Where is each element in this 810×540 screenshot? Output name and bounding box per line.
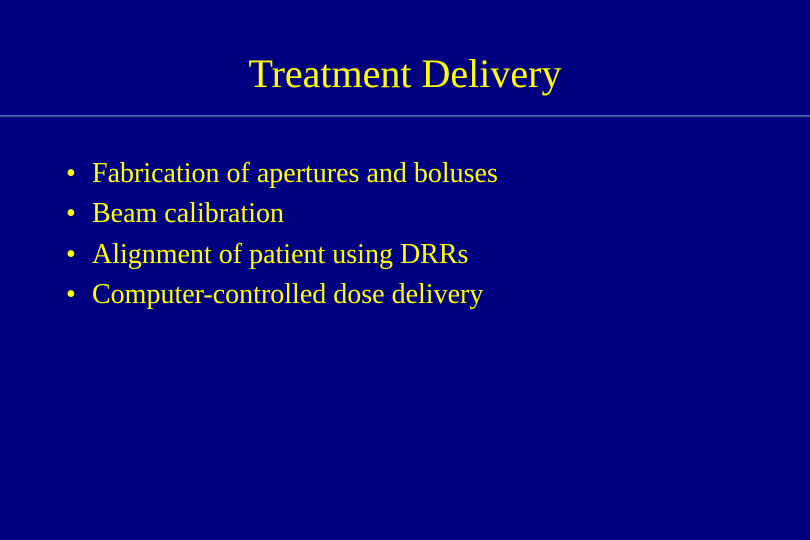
list-item: • Computer-controlled dose delivery [56,277,810,313]
bullet-text: Computer-controlled dose delivery [92,277,483,313]
slide-title: Treatment Delivery [0,50,810,97]
bullet-text: Fabrication of apertures and boluses [92,156,498,192]
bullet-icon: • [56,239,92,271]
bullet-list: • Fabrication of apertures and boluses •… [0,156,810,314]
list-item: • Beam calibration [56,196,810,232]
bullet-icon: • [56,279,92,311]
title-divider [0,115,810,118]
bullet-text: Alignment of patient using DRRs [92,237,468,273]
list-item: • Fabrication of apertures and boluses [56,156,810,192]
list-item: • Alignment of patient using DRRs [56,237,810,273]
slide-container: Treatment Delivery • Fabrication of aper… [0,0,810,540]
bullet-icon: • [56,158,92,190]
bullet-icon: • [56,198,92,230]
bullet-text: Beam calibration [92,196,284,232]
